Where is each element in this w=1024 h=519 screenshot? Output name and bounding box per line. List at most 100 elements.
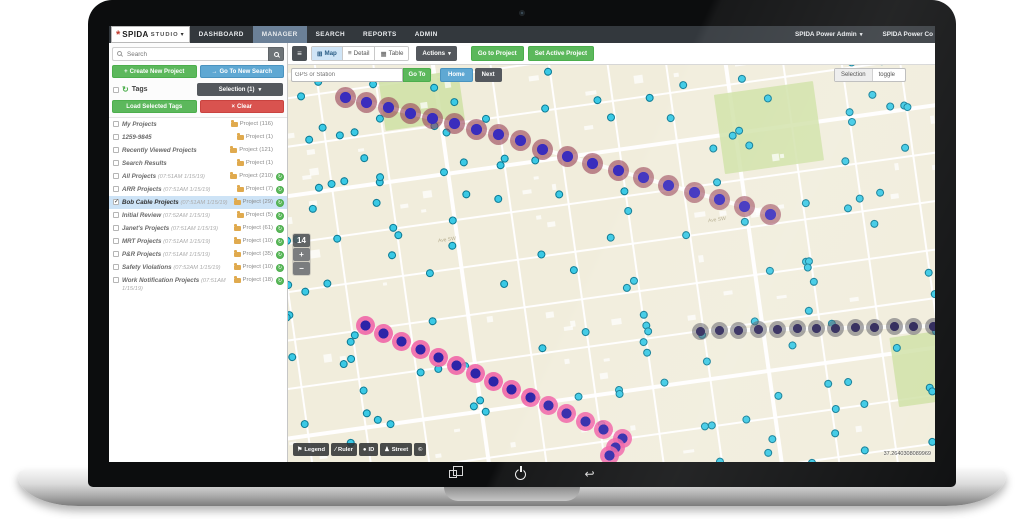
project-checkbox[interactable] [113,120,119,127]
nav-item-admin[interactable]: ADMIN [414,31,438,38]
tab-table[interactable]: ▦ Table [375,47,409,60]
tab-detail[interactable]: ≡ Detail [342,47,376,60]
map-marker-pole[interactable] [827,319,845,337]
project-row[interactable]: Safety Violations (07:52AM 1/15/19) Proje… [109,261,287,274]
map-marker-pole[interactable] [759,203,781,225]
id-button[interactable]: ● ID [358,443,379,456]
map-marker-pole[interactable] [531,138,553,160]
legend-button[interactable]: ⚑ Legend [293,443,330,456]
map-marker-pole[interactable] [769,320,787,338]
map-marker-pole[interactable] [465,118,487,140]
map-marker-pole[interactable] [378,97,400,119]
project-row[interactable]: Recently Viewed Projects Project (121)↻ [109,144,287,157]
selection-dropdown[interactable]: Selection (1) ▾ [197,83,283,96]
sync-icon[interactable]: ↻ [276,172,284,181]
project-row[interactable]: Janet's Projects (07:51AM 1/15/19) Projec… [109,222,287,235]
tab-map[interactable]: ⊞ Map [312,47,343,60]
map-marker-pole[interactable] [557,404,577,424]
map-marker-pole[interactable] [509,129,531,151]
home-button[interactable]: Home [440,68,473,82]
project-checkbox[interactable] [113,250,119,257]
map-marker-pole[interactable] [373,323,393,343]
map-marker-pole[interactable] [487,124,509,146]
map-marker-pole[interactable] [447,355,467,375]
map-marker-pole[interactable] [355,315,375,335]
attribution-button[interactable]: © [414,443,427,456]
project-row[interactable]: P&R Projects (07:51AM 1/15/19) Project (3… [109,248,287,261]
map-marker-pole[interactable] [392,331,412,351]
sync-icon[interactable]: ↻ [276,237,284,246]
project-checkbox[interactable] [113,276,119,283]
map-marker-pole[interactable] [924,317,935,335]
map-marker-pole[interactable] [410,339,430,359]
project-row[interactable]: Work Notification Projects (07:51AM 1/15… [109,274,287,295]
clear-button[interactable]: × Clear [199,100,284,113]
map-marker-pole[interactable] [658,174,680,196]
search-button[interactable] [268,47,284,61]
map-marker-pole[interactable] [905,317,923,335]
map-marker-pole[interactable] [749,321,767,339]
map-marker-pole[interactable] [632,167,654,189]
sync-icon[interactable]: ↻ [276,198,284,207]
map-marker-pole[interactable] [484,372,503,391]
user-menu[interactable]: SPIDA Power Co [882,31,933,38]
map-marker-pole[interactable] [734,196,756,218]
project-row[interactable]: Search Results Project (1)↻ [109,157,287,170]
project-checkbox[interactable] [113,224,119,231]
map-marker-pole[interactable] [539,396,559,416]
map-marker-pole[interactable] [334,86,356,108]
sync-icon[interactable]: ↻ [276,211,284,220]
project-row[interactable]: Initial Review (07:52AM 1/15/19) Project … [109,209,287,222]
gps-station-input[interactable] [291,68,403,82]
project-checkbox[interactable] [113,146,119,153]
go-to-button[interactable]: Go To [403,68,431,82]
map-marker-pole[interactable] [400,102,422,124]
user-menu[interactable]: SPIDA Power Admin ▾ [795,31,863,38]
selection-toggle[interactable]: Selection toggle [833,68,906,82]
project-row[interactable]: My Projects Project (116)↻ [109,118,287,131]
search-input[interactable] [112,47,268,61]
project-row[interactable]: ARR Projects (07:51AM 1/15/19) Project (7… [109,183,287,196]
map-marker-pole[interactable] [594,420,614,440]
map-marker-pole[interactable] [683,181,705,203]
tags-checkbox[interactable] [113,86,119,93]
ruler-button[interactable]: ∕ Ruler [331,443,357,456]
map-marker-pole[interactable] [691,322,709,340]
project-checkbox[interactable] [113,133,119,140]
project-checkbox[interactable] [113,211,119,218]
project-row[interactable]: All Projects (07:51AM 1/15/19) Project (2… [109,170,287,183]
go-to-project-button[interactable]: Go to Project [470,46,524,61]
menu-button[interactable]: ≡ [292,46,307,61]
project-checkbox[interactable] [113,159,119,166]
map-marker-pole[interactable] [808,320,825,337]
project-row[interactable]: 1259-9845 Project (1)↻ [109,131,287,144]
map-marker-pole[interactable] [356,91,378,113]
create-new-project-button[interactable]: + Create New Project [112,65,197,78]
nav-item-manager[interactable]: MANAGER [252,26,307,43]
map-marker-pole[interactable] [788,320,806,338]
zoom-out-button[interactable]: − [293,262,310,275]
map-marker-pole[interactable] [556,145,578,167]
map-marker-pole[interactable] [607,160,629,182]
map-marker-pole[interactable] [846,319,864,337]
map-marker-pole[interactable] [885,318,903,336]
project-row[interactable]: ✓ Bob Cable Projects (07:51AM 1/15/19) Pro… [109,196,287,209]
sync-icon[interactable]: ↻ [276,250,284,259]
street-button[interactable]: ♟ Street [380,443,413,456]
map-marker-pole[interactable] [443,113,465,135]
map-marker-pole[interactable] [708,189,730,211]
map-marker-pole[interactable] [582,152,604,174]
actions-button[interactable]: Actions ▾ [416,46,457,61]
project-checkbox[interactable] [113,263,119,270]
map-marker-pole[interactable] [428,347,448,367]
sync-icon[interactable]: ↻ [276,185,284,194]
project-row[interactable]: MRT Projects (07:51AM 1/15/19) Project (1… [109,235,287,248]
spida-studio-logo[interactable]: * SPIDA STUDIO ▾ [111,26,190,43]
map-marker-pole[interactable] [575,412,595,432]
project-checkbox[interactable] [113,237,119,244]
map-marker-pole[interactable] [730,321,748,339]
zoom-in-button[interactable]: + [293,248,310,261]
map-marker-pole[interactable] [465,363,485,383]
next-button[interactable]: Next [474,68,502,82]
